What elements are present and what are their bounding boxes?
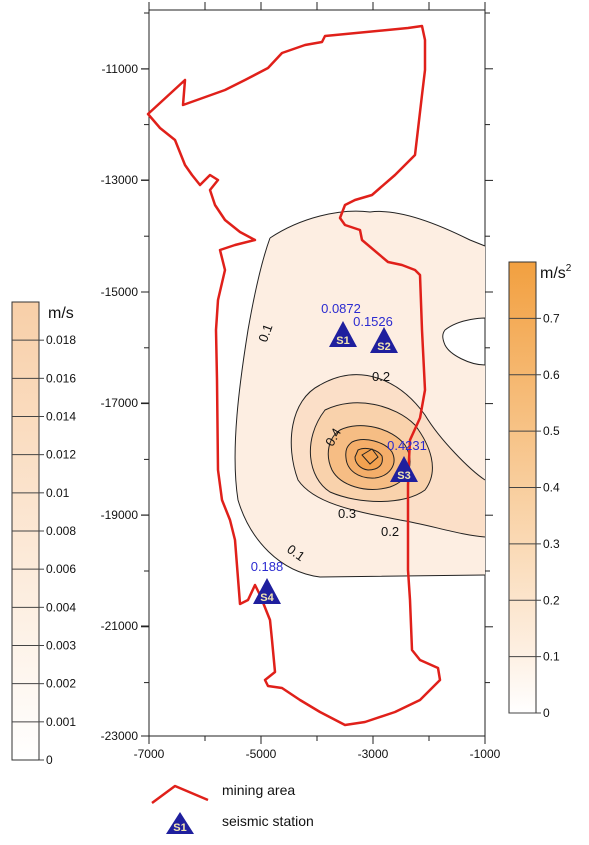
velocity-colorbar-label: 0.003 [46, 639, 76, 653]
acceleration-colorbar-label: 0.6 [543, 368, 560, 382]
y-axis-tick-label: -17000 [101, 396, 139, 410]
acceleration-colorbar-label: 0.1 [543, 650, 560, 664]
seismic-station-s2[interactable]: S2 0.1526 [353, 314, 398, 353]
acceleration-colorbar-label: 0.4 [543, 481, 560, 495]
seismic-station-key-label: seismic station [222, 813, 314, 829]
contour-label: 0.1 [255, 322, 275, 344]
x-axis-tick-label: -1000 [470, 747, 501, 761]
station-value: 0.0872 [321, 301, 361, 316]
mining-area-boundary [146, 24, 442, 727]
y-axis-tick-label: -11000 [102, 62, 139, 76]
contour-hole [442, 317, 486, 366]
station-id: S3 [397, 470, 410, 482]
contour-label: 0.2 [372, 369, 390, 384]
contour-lines [234, 210, 486, 578]
station-id: S2 [377, 341, 390, 353]
station-value: 0.4231 [387, 438, 427, 453]
svg-text:S1: S1 [173, 822, 186, 834]
contour-label: 0.3 [338, 506, 356, 521]
velocity-colorbar-label: 0.006 [46, 562, 76, 576]
acceleration-colorbar-label: 0.3 [543, 537, 560, 551]
x-axis-tick-label: -7000 [134, 747, 165, 761]
velocity-colorbar-label: 0.018 [46, 333, 76, 347]
x-axis-tick-label: -5000 [246, 747, 277, 761]
contour-label: 0.2 [381, 524, 399, 539]
station-triangle-icon [253, 578, 281, 604]
y-axis-tick-label: -19000 [101, 508, 139, 522]
station-triangle-icon [390, 456, 418, 482]
seismic-station-s4[interactable]: S4 0.188 [251, 559, 284, 604]
velocity-colorbar-label: 0 [46, 753, 53, 767]
map-key: mining area S1 seismic station [151, 782, 314, 834]
velocity-colorbar-label: 0.014 [46, 410, 76, 424]
seismic-stations: S1 0.0872 S2 0.1526 S3 0.4231 S4 0.188 [251, 301, 427, 604]
velocity-colorbar-label: 0.004 [46, 600, 76, 614]
station-triangle-icon [370, 327, 398, 353]
y-axis-tick-label: -21000 [101, 619, 139, 633]
station-id: S4 [260, 592, 274, 604]
acceleration-colorbar: m/s2 0.7 0.6 0.5 0.4 0.3 0.2 0.1 0 [508, 261, 572, 720]
seismic-station-s1[interactable]: S1 0.0872 [321, 301, 361, 347]
velocity-colorbar: m/s 0.018 0.016 0.014 0.012 0.01 0.008 0.006 0.… [11, 301, 76, 767]
acceleration-colorbar-unit: m/s2 [540, 263, 572, 282]
acceleration-colorbar-label: 0.7 [543, 311, 560, 325]
map-plot-area: 0.1 0.1 0.2 0.2 0.3 0.4 S10.0872S20.1526… [101, 2, 501, 761]
seismic-station-s3[interactable]: S3 0.4231 [387, 438, 427, 482]
velocity-colorbar-label: 0.002 [46, 677, 76, 691]
y-axis-tick-label: -13000 [101, 173, 139, 187]
mining-area-key-symbol [151, 784, 209, 805]
seismic-station-key-symbol: S1 [166, 812, 194, 834]
station-value: 0.1526 [353, 314, 393, 329]
station-id: S1 [336, 335, 349, 347]
velocity-colorbar-unit: m/s [48, 305, 74, 322]
contour-fills [235, 211, 486, 577]
y-axis-tick-label: -23000 [101, 729, 139, 743]
acceleration-colorbar-label: 0.5 [543, 424, 560, 438]
acceleration-colorbar-label: 0.2 [543, 593, 560, 607]
velocity-colorbar-label: 0.01 [46, 486, 70, 500]
mining-area-key-label: mining area [222, 782, 295, 798]
station-value: 0.188 [251, 559, 284, 574]
velocity-colorbar-label: 0.008 [46, 524, 76, 538]
y-axis-tick-label: -15000 [101, 285, 139, 299]
acceleration-colorbar-label: 0 [543, 706, 550, 720]
velocity-colorbar-label: 0.012 [46, 448, 76, 462]
velocity-colorbar-label: 0.016 [46, 371, 76, 385]
velocity-colorbar-label: 0.001 [46, 715, 76, 729]
x-axis-tick-label: -3000 [358, 747, 389, 761]
station-triangle-icon [329, 321, 357, 347]
